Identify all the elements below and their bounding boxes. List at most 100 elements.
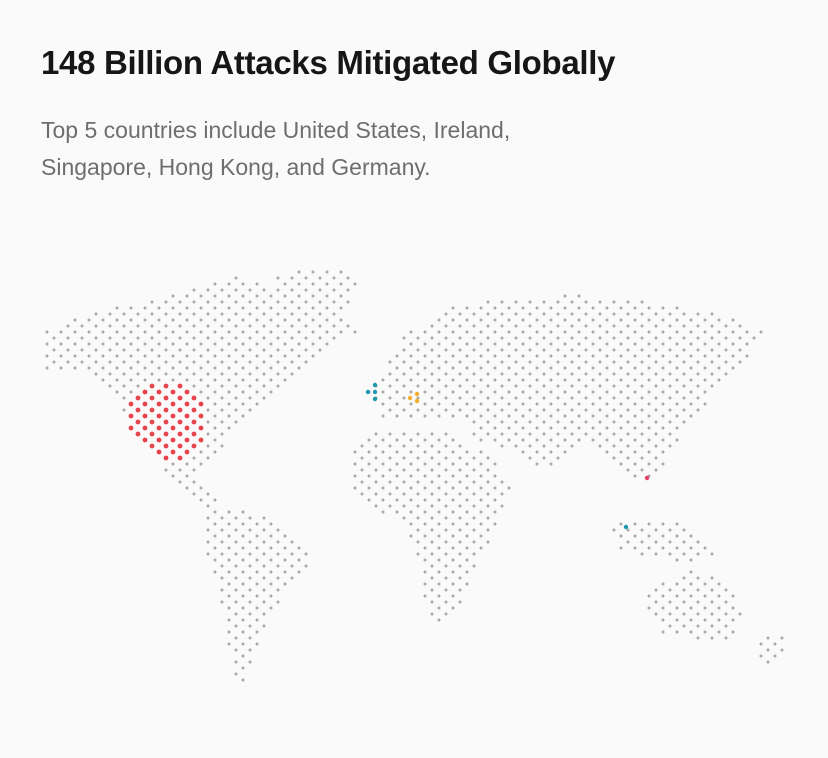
map-dot xyxy=(206,384,210,388)
map-dot xyxy=(493,474,497,478)
map-dot xyxy=(381,438,385,442)
map-dot xyxy=(269,306,273,310)
map-dot xyxy=(262,528,266,532)
map-dot xyxy=(409,438,413,442)
map-dot xyxy=(689,606,693,610)
map-dot xyxy=(675,618,679,622)
map-dot xyxy=(164,348,168,352)
map-dot xyxy=(262,588,266,592)
map-dot xyxy=(227,510,231,514)
map-dot xyxy=(465,366,469,370)
map-dot xyxy=(332,324,336,328)
map-dot xyxy=(563,402,567,406)
map-dot xyxy=(724,360,728,364)
map-dot xyxy=(444,408,448,412)
map-dot xyxy=(612,456,616,460)
map-dot xyxy=(626,360,630,364)
highlight-dot-united-states xyxy=(170,401,176,407)
highlight-dot-united-states xyxy=(198,425,204,431)
map-dot xyxy=(255,306,259,310)
map-dot xyxy=(255,594,259,598)
highlight-dot-germany xyxy=(407,395,413,401)
map-dot xyxy=(458,348,462,352)
map-dot xyxy=(255,390,259,394)
map-dot xyxy=(465,582,469,586)
map-dot xyxy=(689,570,693,574)
map-dot xyxy=(577,390,581,394)
map-dot xyxy=(619,318,623,322)
map-dot xyxy=(521,450,525,454)
map-dot xyxy=(409,354,413,358)
map-dot xyxy=(528,360,532,364)
map-dot xyxy=(528,300,532,304)
map-dot xyxy=(297,558,301,562)
map-dot xyxy=(185,378,189,382)
map-dot xyxy=(640,384,644,388)
map-dot xyxy=(437,618,441,622)
map-dot xyxy=(668,384,672,388)
map-dot xyxy=(227,426,231,430)
map-dot xyxy=(248,636,252,640)
map-dot xyxy=(108,348,112,352)
map-dot xyxy=(423,450,427,454)
map-dot xyxy=(388,432,392,436)
map-dot xyxy=(493,306,497,310)
map-dot xyxy=(269,366,273,370)
map-dot xyxy=(640,444,644,448)
map-dot xyxy=(115,378,119,382)
map-dot xyxy=(465,390,469,394)
map-dot xyxy=(668,360,672,364)
map-dot xyxy=(696,612,700,616)
map-dot xyxy=(276,360,280,364)
map-dot xyxy=(227,534,231,538)
map-dot xyxy=(276,528,280,532)
map-dot xyxy=(171,462,175,466)
map-dot xyxy=(738,612,742,616)
map-dot xyxy=(640,372,644,376)
map-dot xyxy=(668,348,672,352)
map-dot xyxy=(493,462,497,466)
map-dot xyxy=(423,378,427,382)
map-dot xyxy=(248,312,252,316)
map-dot xyxy=(227,342,231,346)
map-dot xyxy=(584,384,588,388)
map-dot xyxy=(367,474,371,478)
map-dot xyxy=(458,324,462,328)
map-dot xyxy=(507,318,511,322)
map-dot xyxy=(360,480,364,484)
map-dot xyxy=(297,282,301,286)
map-dot xyxy=(297,354,301,358)
highlight-dot-united-states xyxy=(142,437,148,443)
map-dot xyxy=(150,372,154,376)
map-dot xyxy=(283,354,287,358)
map-dot xyxy=(542,348,546,352)
map-dot xyxy=(269,378,273,382)
map-dot xyxy=(276,600,280,604)
map-dot xyxy=(122,372,126,376)
map-dot xyxy=(115,330,119,334)
map-dot xyxy=(458,396,462,400)
map-dot xyxy=(437,450,441,454)
highlight-dot-united-states xyxy=(149,407,155,413)
map-dot xyxy=(521,390,525,394)
map-dot xyxy=(766,648,770,652)
map-dot xyxy=(241,282,245,286)
map-dot xyxy=(563,378,567,382)
map-dot xyxy=(234,420,238,424)
map-dot xyxy=(199,342,203,346)
map-dot xyxy=(486,312,490,316)
map-dot xyxy=(388,360,392,364)
map-dot xyxy=(66,348,70,352)
highlight-dot-united-states xyxy=(135,395,141,401)
map-dot xyxy=(262,372,266,376)
map-dot xyxy=(626,444,630,448)
map-dot xyxy=(332,288,336,292)
map-dot xyxy=(451,546,455,550)
map-dot xyxy=(430,612,434,616)
map-dot xyxy=(213,510,217,514)
highlight-dot-united-states xyxy=(191,443,197,449)
map-dot xyxy=(409,378,413,382)
map-dot xyxy=(479,426,483,430)
map-dot xyxy=(430,552,434,556)
map-dot xyxy=(241,534,245,538)
